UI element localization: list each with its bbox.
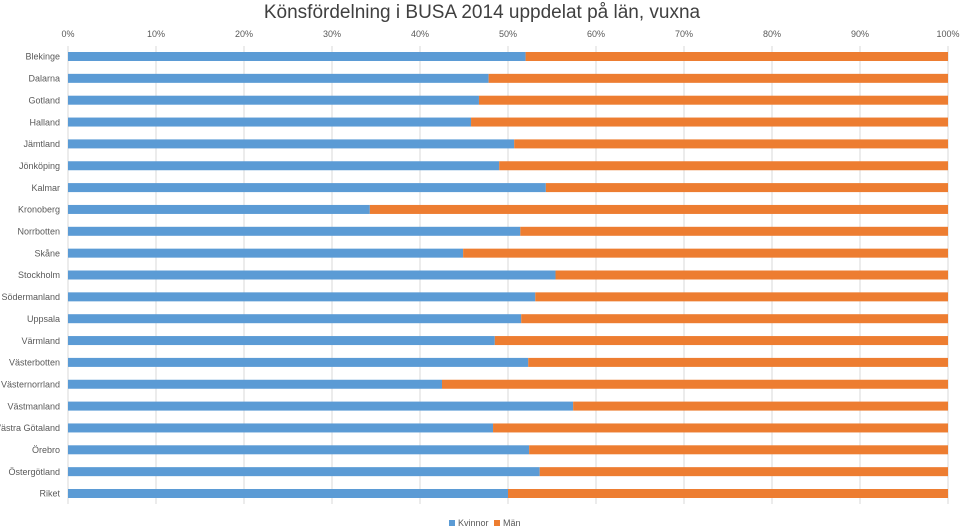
bar-kvinnor — [68, 73, 489, 83]
chart-title: Könsfördelning i BUSA 2014 uppdelat på l… — [264, 2, 701, 23]
bar-kvinnor — [68, 270, 556, 280]
bar-man — [442, 379, 948, 389]
x-tick-label: 90% — [851, 29, 869, 39]
x-tick-label: 60% — [587, 29, 605, 39]
category-label: Riket — [39, 489, 60, 499]
x-tick-label: 20% — [235, 29, 253, 39]
bar-kvinnor — [68, 314, 522, 324]
bar-kvinnor — [68, 139, 515, 149]
category-label: Blekinge — [25, 52, 60, 62]
x-tick-label: 80% — [763, 29, 781, 39]
bar-man — [471, 117, 948, 127]
bar-man — [555, 270, 948, 280]
category-label: Halland — [29, 117, 60, 127]
bar-man — [535, 292, 948, 302]
x-axis-ticks: 0% 10% 20% 30% 40% 50% 60% 70% 80% 90% 100% — [61, 29, 959, 39]
category-label: Västerbotten — [9, 358, 60, 368]
category-label: Östergötland — [8, 467, 60, 477]
bar-kvinnor — [68, 336, 495, 346]
bar-kvinnor — [68, 357, 529, 367]
legend-label: Män — [503, 518, 521, 528]
bar-man — [525, 52, 948, 61]
category-label: Västmanland — [7, 401, 60, 411]
category-label: Gotland — [28, 95, 60, 105]
legend-label: Kvinnor — [458, 518, 489, 528]
bar-man — [521, 314, 948, 324]
bar-kvinnor — [68, 117, 472, 127]
category-label: Jämtland — [23, 139, 60, 149]
y-axis-categories: Blekinge Dalarna Gotland Halland Jämtland Jön… — [0, 52, 60, 499]
category-label: Västernorrland — [1, 379, 60, 389]
bar-kvinnor — [68, 248, 464, 258]
bar-man — [369, 204, 949, 214]
bar-man — [488, 73, 948, 83]
category-label: Västra Götaland — [0, 423, 60, 433]
legend-swatch — [449, 520, 455, 526]
category-label: Dalarna — [28, 74, 60, 84]
bar-man — [493, 423, 948, 433]
bar-kvinnor — [68, 467, 540, 477]
bar-kvinnor — [68, 161, 500, 171]
bar-kvinnor — [68, 226, 521, 236]
bar-kvinnor — [68, 204, 370, 214]
bar-kvinnor — [68, 292, 536, 302]
bar-man — [514, 139, 948, 149]
bar-man — [463, 248, 948, 258]
bar-man — [520, 226, 948, 236]
bar-man — [499, 161, 948, 171]
x-tick-label: 10% — [147, 29, 165, 39]
bar-kvinnor — [68, 401, 574, 411]
bars — [68, 52, 949, 498]
category-label: Värmland — [21, 336, 60, 346]
category-label: Örebro — [32, 445, 60, 455]
category-label: Uppsala — [27, 314, 60, 324]
x-tick-label: 100% — [936, 29, 959, 39]
bar-man — [528, 357, 948, 367]
bar-kvinnor — [68, 95, 479, 105]
legend-swatch — [494, 520, 500, 526]
x-tick-label: 40% — [411, 29, 429, 39]
bar-kvinnor — [68, 445, 530, 455]
bar-kvinnor — [68, 423, 494, 433]
x-tick-label: 0% — [61, 29, 74, 39]
bar-man — [478, 95, 948, 105]
bar-man — [573, 401, 948, 411]
category-label: Jönköping — [19, 161, 60, 171]
x-tick-label: 30% — [323, 29, 341, 39]
bar-man — [508, 489, 948, 498]
bar-man — [529, 445, 948, 455]
bar-man — [539, 467, 948, 477]
bar-kvinnor — [68, 379, 442, 389]
legend: Kvinnor Män — [449, 518, 521, 528]
bar-kvinnor — [68, 183, 546, 193]
category-label: Kalmar — [31, 183, 60, 193]
bar-kvinnor — [68, 489, 508, 498]
category-label: Kronoberg — [18, 205, 60, 215]
category-label: Skåne — [34, 248, 60, 258]
x-tick-label: 70% — [675, 29, 693, 39]
bar-man — [494, 336, 948, 346]
category-label: Södermanland — [1, 292, 60, 302]
x-tick-label: 50% — [499, 29, 517, 39]
category-label: Stockholm — [18, 270, 60, 280]
category-label: Norrbotten — [17, 227, 60, 237]
bar-kvinnor — [68, 52, 526, 61]
bar-man — [545, 183, 948, 193]
